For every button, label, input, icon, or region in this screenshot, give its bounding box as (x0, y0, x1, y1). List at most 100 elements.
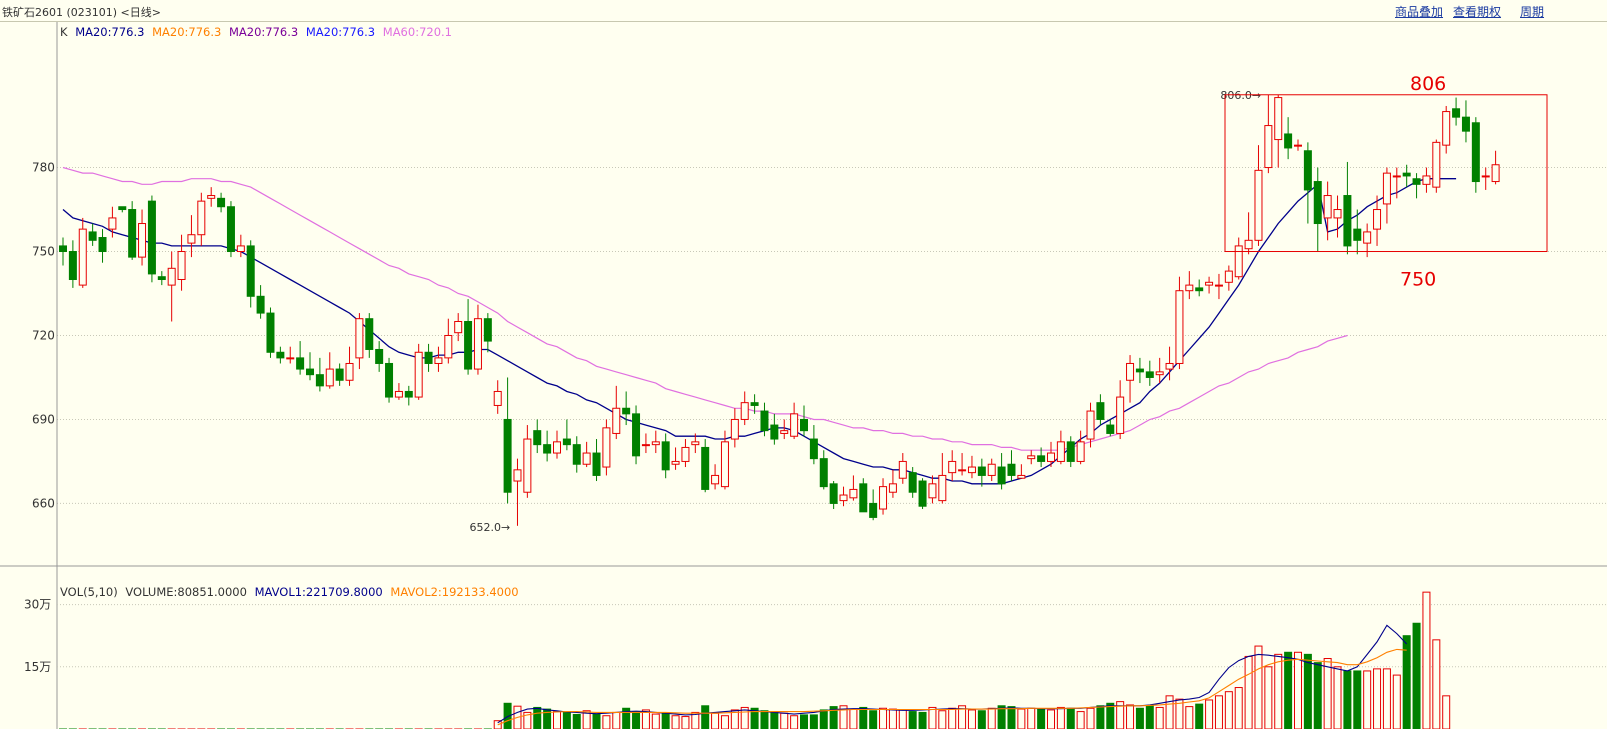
candle-body (1027, 455, 1036, 460)
candle-body (1333, 209, 1342, 219)
candle-body (473, 318, 482, 370)
price-tick-label: 780 (32, 161, 55, 175)
volume-bar (1027, 707, 1036, 729)
volume-bar (859, 706, 868, 729)
vol-tick-label: 30万 (24, 598, 51, 612)
volume-bar (1224, 691, 1233, 729)
period-link[interactable]: 周期 (1520, 5, 1545, 19)
candle-body (424, 351, 433, 364)
volume-bar (869, 710, 878, 729)
candle (760, 402, 769, 437)
candle (839, 486, 848, 507)
candle-body (592, 452, 601, 476)
volume-bar (1333, 666, 1342, 729)
candle-body (1145, 371, 1154, 378)
candle-body (1402, 172, 1411, 177)
volume-bar (632, 711, 641, 729)
volume-bars-layer (59, 591, 1451, 729)
candle-body (997, 466, 1006, 485)
candle-body (1047, 452, 1055, 462)
candle-body (859, 483, 868, 513)
candle-body (908, 472, 917, 493)
legend-ma20-b: MA20:776.3 (152, 25, 222, 39)
candles-layer (59, 94, 1500, 526)
candle-body (1135, 368, 1144, 373)
candle-body (987, 463, 996, 476)
volume-bar (1126, 704, 1135, 729)
volume-bar (1017, 708, 1026, 729)
candle (1145, 360, 1154, 386)
candle-body (217, 197, 226, 208)
volume-bar (1076, 711, 1085, 729)
candle (1274, 94, 1283, 168)
candle (1106, 419, 1115, 437)
candle (967, 455, 976, 479)
candle-body (98, 237, 107, 253)
candle-body (1007, 463, 1016, 476)
candle (740, 391, 749, 426)
volume-bar (1155, 706, 1164, 729)
volume-bar (879, 707, 888, 729)
candle-body (1214, 284, 1223, 287)
vol-legend-volume: VOLUME:80851.0000 (125, 585, 247, 599)
candle-body (108, 217, 117, 230)
candle-body (967, 466, 976, 474)
candle (1353, 209, 1362, 255)
volume-bar (908, 711, 917, 729)
price-axis: 660 690 720 750 780 (0, 22, 1607, 729)
volume-bar (800, 714, 808, 729)
candle (296, 341, 305, 375)
volume-bar (651, 713, 660, 729)
volume-bar (711, 712, 720, 729)
candle-body (306, 368, 314, 376)
volume-bar (740, 706, 749, 729)
candle (1175, 276, 1184, 370)
candle (869, 489, 878, 521)
candle (1135, 357, 1144, 384)
candle-body (1323, 195, 1332, 219)
candle-body (790, 413, 799, 437)
candle-body (1471, 122, 1480, 183)
candle (345, 346, 354, 386)
candle-body (1056, 441, 1065, 462)
candle-body (523, 438, 532, 493)
volume-bar (1343, 670, 1352, 729)
candle-body (809, 438, 818, 460)
candle (1471, 117, 1480, 193)
candle-body (1244, 239, 1253, 250)
candle (424, 343, 433, 372)
candle-body (207, 195, 216, 199)
candle-body (1037, 455, 1046, 462)
volume-bar (790, 715, 799, 729)
price-tick-label: 750 (32, 245, 55, 259)
price-tick-label: 720 (32, 328, 55, 342)
candle (908, 467, 917, 498)
candle-body (740, 402, 749, 420)
candle-body (1303, 150, 1312, 191)
candle (266, 307, 275, 358)
candle (691, 433, 700, 454)
candle-body (720, 441, 729, 488)
candle (701, 439, 710, 493)
candle (147, 195, 156, 283)
overlay-commodity-link[interactable]: 商品叠加 (1395, 5, 1444, 19)
candle-body (958, 469, 967, 472)
candle-body (750, 402, 759, 406)
candle-body (345, 362, 354, 381)
candle (473, 304, 482, 375)
candle-body (533, 430, 542, 446)
candle (1076, 430, 1085, 465)
candle (879, 478, 888, 515)
volume-bar (1432, 639, 1441, 729)
view-options-link[interactable]: 查看期权 (1453, 5, 1502, 19)
candle-body (671, 460, 680, 465)
candle-body (1195, 287, 1204, 292)
candle-body (236, 245, 245, 253)
candle-body (800, 418, 808, 432)
candle (622, 391, 631, 426)
candle (711, 464, 720, 490)
candle (958, 453, 967, 476)
candle-body (869, 502, 878, 518)
candle (454, 313, 463, 342)
candle (730, 408, 739, 448)
